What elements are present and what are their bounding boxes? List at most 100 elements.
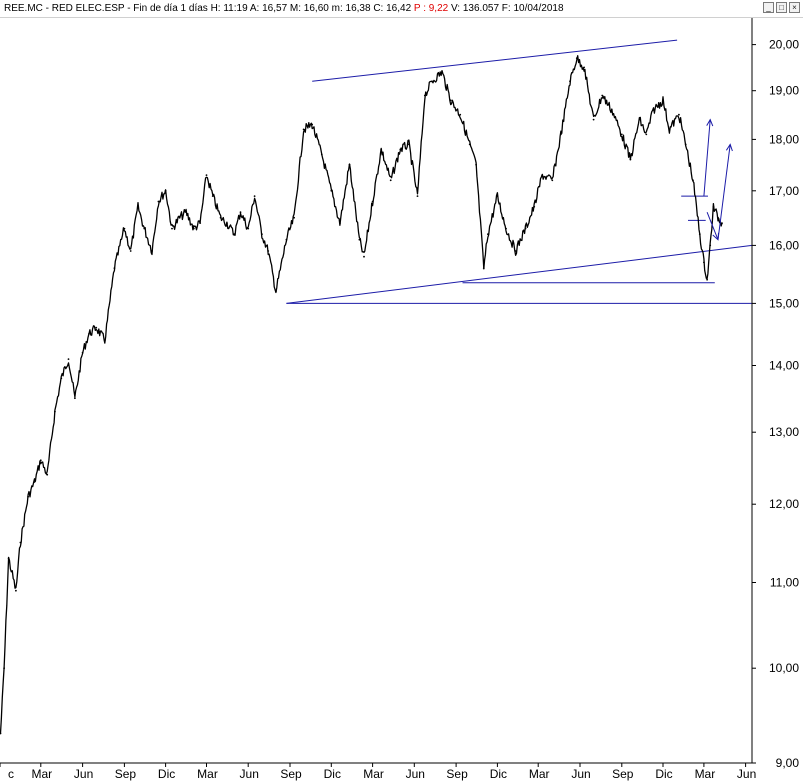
price-point-85	[662, 99, 664, 102]
price-point-78	[601, 94, 604, 97]
price-point-18	[123, 227, 126, 230]
price-point-15	[95, 326, 98, 329]
close-label: C: 16,42	[373, 3, 412, 14]
price-point-65	[487, 233, 489, 236]
price-point-36	[247, 227, 250, 230]
price-point-26	[178, 216, 181, 219]
arrow-line-1	[706, 212, 719, 240]
price-point-21	[143, 227, 146, 230]
price-point-3	[15, 589, 17, 592]
price-point-23	[157, 200, 160, 203]
price-point-76	[583, 66, 585, 69]
price-point-72	[551, 179, 554, 182]
price-point-45	[320, 153, 323, 156]
price-point-2	[7, 557, 10, 560]
trendline-2	[312, 39, 678, 82]
open-label: A: 16,57	[249, 3, 288, 14]
price-point-47	[339, 222, 341, 225]
y-tick-label: 20,00	[769, 38, 799, 52]
price-point-14	[88, 333, 90, 335]
trendline-layer	[286, 39, 753, 304]
price-chart: 9,00 10,00 11,00 12,00 13,00 14,00 15,00 16,00 1…	[0, 18, 799, 781]
price-point-0	[0, 732, 2, 735]
y-tick-label: 12,00	[769, 497, 799, 511]
x-tick-label: Dic	[158, 767, 175, 781]
price-point-81	[629, 158, 632, 161]
price-point-56	[416, 195, 419, 198]
price-point-49	[358, 238, 361, 241]
price-point-50	[363, 255, 365, 258]
price-point-4	[19, 541, 22, 544]
y-tick-label: 19,00	[769, 84, 799, 98]
price-point-6	[33, 481, 36, 483]
maximize-button[interactable]: □	[776, 2, 787, 13]
low-label: m: 16,38	[331, 3, 371, 14]
price-point-20	[137, 205, 139, 208]
price-point-44	[311, 123, 314, 126]
price-point-89	[692, 179, 694, 182]
x-tick-label: Dic	[490, 767, 507, 781]
y-tick-label: 17,00	[769, 184, 799, 198]
x-tick-label: Mar	[31, 767, 52, 781]
close-button[interactable]: ×	[789, 2, 800, 13]
price-point-92	[706, 278, 708, 281]
price-point-19	[129, 250, 132, 252]
x-tick-label: Jun	[571, 767, 590, 781]
x-tick-label: Mar	[363, 767, 384, 781]
price-point-90	[698, 233, 701, 236]
price-point-38	[261, 233, 263, 236]
price-point-27	[185, 211, 188, 214]
price-point-73	[560, 133, 562, 136]
minimize-button[interactable]: _	[763, 2, 774, 13]
price-point-80	[620, 133, 623, 136]
price-point-79	[610, 109, 613, 111]
price-point-82	[638, 118, 641, 121]
date-label: F: 10/04/2018	[501, 3, 564, 14]
price-point-62	[468, 143, 471, 146]
price-point-51	[371, 200, 374, 203]
price-point-32	[219, 216, 222, 219]
price-point-28	[192, 227, 195, 230]
price-point-55	[408, 143, 410, 146]
price-point-39	[267, 250, 270, 252]
price-point-25	[171, 227, 173, 230]
y-tick-label: 13,00	[769, 425, 799, 439]
price-point-68	[514, 250, 517, 252]
price-point-61	[459, 113, 462, 116]
y-tick-label: 18,00	[769, 132, 799, 146]
price-point-12	[74, 397, 76, 400]
quote-header: REE.MC - RED ELEC.ESP - Fin de día 1 día…	[4, 3, 564, 14]
price-point-16	[103, 339, 106, 341]
time-label: H: 11:19	[210, 3, 248, 14]
price-point-63	[475, 163, 477, 166]
price-point-59	[441, 71, 443, 73]
price-point-71	[541, 174, 544, 177]
price-point-30	[205, 174, 208, 177]
price-point-13	[81, 351, 84, 354]
price-point-64	[482, 267, 485, 269]
price-series-line	[0, 55, 723, 734]
x-tick-label: Sep	[280, 767, 302, 781]
x-tick-label: c	[8, 767, 14, 781]
price-point-48	[348, 163, 351, 166]
arrow-line-0	[703, 119, 711, 197]
price-point-53	[389, 179, 392, 182]
p-label: P : 9,22	[413, 3, 449, 14]
symbol-label: REE.MC - RED ELEC.ESP	[4, 3, 125, 14]
arrow-head-0	[706, 118, 714, 127]
price-point-9	[54, 410, 56, 413]
y-tick-label: 14,00	[769, 359, 799, 373]
price-point-66	[496, 195, 499, 198]
price-point-88	[684, 143, 687, 146]
price-point-22	[151, 250, 153, 252]
period-label: Fin de día 1 días	[133, 3, 208, 14]
arrow-head-2	[725, 143, 733, 152]
price-point-91	[703, 261, 705, 264]
x-tick-label: Sep	[115, 767, 137, 781]
x-tick-label: Jun	[74, 767, 93, 781]
price-point-43	[302, 128, 305, 131]
price-point-34	[233, 233, 236, 236]
price-point-84	[652, 109, 655, 111]
price-point-57	[423, 94, 426, 97]
price-point-96	[721, 222, 723, 225]
